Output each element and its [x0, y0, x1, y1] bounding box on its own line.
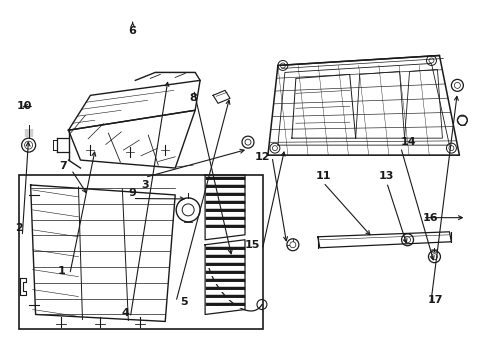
- Text: 13: 13: [379, 171, 394, 181]
- Text: 15: 15: [245, 239, 260, 249]
- Text: 14: 14: [401, 138, 416, 147]
- Text: 1: 1: [58, 266, 66, 276]
- Text: 6: 6: [129, 26, 137, 36]
- Text: 9: 9: [129, 188, 137, 198]
- Text: 12: 12: [254, 152, 270, 162]
- Text: 10: 10: [17, 102, 32, 112]
- Text: 17: 17: [428, 295, 443, 305]
- Text: 8: 8: [190, 93, 197, 103]
- Text: 7: 7: [59, 161, 67, 171]
- Text: 4: 4: [122, 308, 129, 318]
- Text: 5: 5: [180, 297, 188, 307]
- Bar: [19, 175, 263, 329]
- Text: 2: 2: [15, 224, 23, 233]
- Text: 16: 16: [423, 213, 439, 222]
- Text: 3: 3: [141, 180, 148, 190]
- Text: 11: 11: [316, 171, 331, 181]
